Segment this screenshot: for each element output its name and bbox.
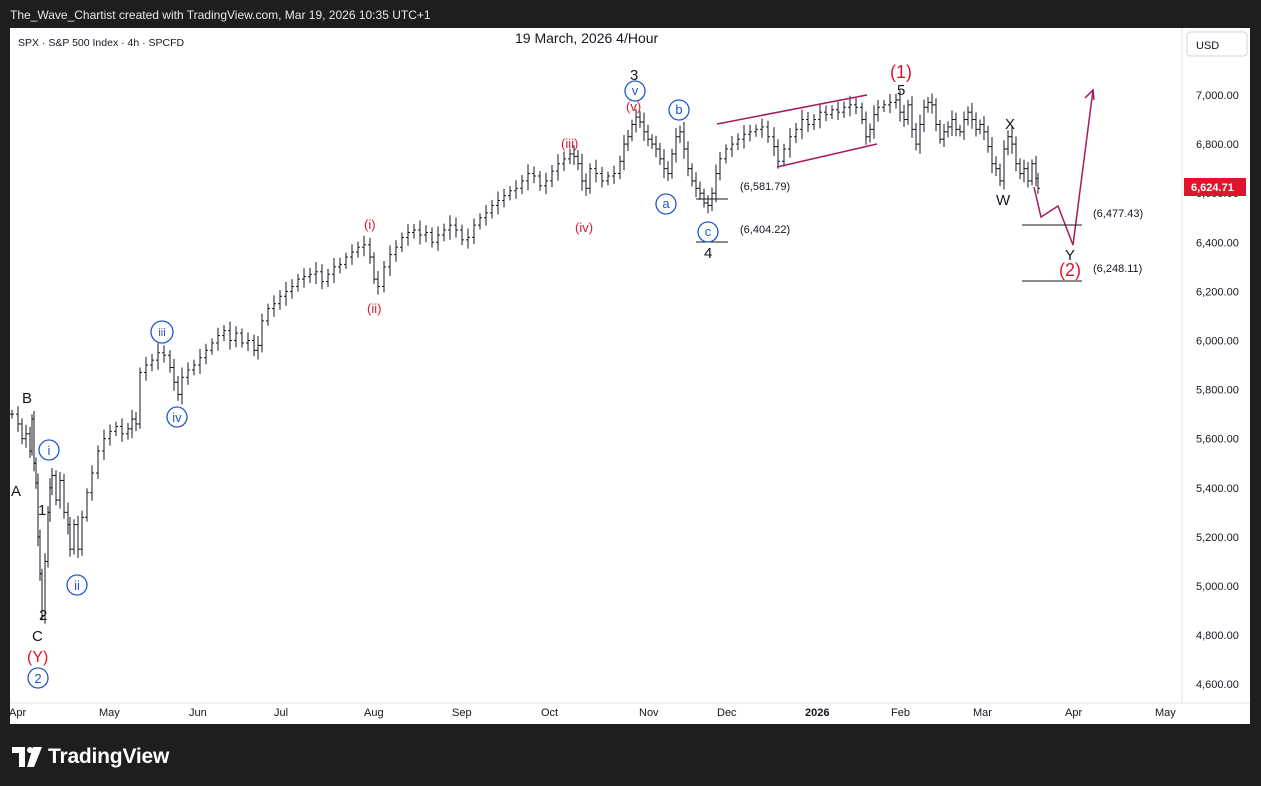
time-tick-label: May	[1155, 707, 1176, 719]
wave-label-Y: Y	[1065, 247, 1075, 264]
wave-label-2: 2	[39, 607, 47, 624]
price-tick-label: 6,400.00	[1196, 237, 1239, 249]
time-tick-label: Oct	[541, 707, 558, 719]
wave-label-c-circle: c	[705, 224, 712, 239]
price-tick-label: 5,800.00	[1196, 385, 1239, 397]
price-tick-label: 6,200.00	[1196, 286, 1239, 298]
time-tick-label: Feb	[891, 707, 910, 719]
projection-arrowhead	[1084, 88, 1095, 101]
price-tick-label: 7,000.00	[1196, 90, 1239, 102]
price-tick-label: 5,400.00	[1196, 483, 1239, 495]
attribution-text: The_Wave_Chartist created with TradingVi…	[10, 8, 431, 22]
wave-label-2-paren: (2)	[1059, 260, 1081, 280]
circle-a-ring	[655, 193, 677, 215]
price-tick-label: 6,000.00	[1196, 336, 1239, 348]
channel-lower-line	[776, 143, 878, 168]
wave-label-iii-paren: (iii)	[561, 136, 578, 151]
wave-label-3: 3	[630, 67, 638, 84]
wave-label-5: 5	[897, 82, 905, 99]
wave-label-1: 1	[38, 502, 46, 519]
currency-button[interactable]	[1186, 31, 1248, 57]
chart-attribution-bar: The_Wave_Chartist created with TradingVi…	[0, 0, 1261, 28]
wave-label-i-paren: (i)	[364, 217, 376, 232]
circle-v-ring	[624, 80, 646, 102]
price-tick-label: 5,000.00	[1196, 581, 1239, 593]
currency-label: USD	[1196, 40, 1219, 52]
circle-iv-ring	[166, 406, 188, 428]
wave-label-W: W	[996, 192, 1011, 209]
level-label-6404: (6,404.22)	[740, 224, 790, 236]
wave-label-iv-circle: iv	[172, 410, 182, 425]
circle-b-ring	[668, 99, 690, 121]
time-tick-label: May	[99, 707, 120, 719]
circle-2-ring	[27, 667, 49, 689]
wave-label-ii-paren: (ii)	[367, 301, 381, 316]
time-tick-label: Aug	[364, 707, 384, 719]
price-tick-labels: 7,000.006,800.006,600.006,400.006,200.00…	[1196, 90, 1239, 691]
level-label-6248: (6,248.11)	[1093, 263, 1142, 275]
time-tick-label: Nov	[639, 707, 659, 719]
circle-c-ring	[697, 221, 719, 243]
price-tick-label: 6,800.00	[1196, 139, 1239, 151]
time-tick-label: Dec	[717, 707, 737, 719]
projection-path	[1033, 89, 1094, 246]
time-tick-labels: Apr May Jun Jul Aug Sep Oct Nov Dec 2026 Feb Mar Apr…	[10, 707, 1176, 719]
symbol-info: SPX · S&P 500 Index · 4h · SPCFD	[18, 37, 185, 49]
time-tick-label: Sep	[452, 707, 472, 719]
wave-label-2-circle: 2	[34, 671, 41, 686]
tradingview-logo-icon	[12, 747, 42, 767]
wave-label-B: B	[22, 390, 32, 407]
chart-frame: USD SPX · S&P 500 Index · 4h · SPCFD 19 …	[10, 28, 1250, 724]
footer-bar	[0, 724, 1261, 786]
wave-label-iii-circle: iii	[158, 327, 165, 339]
price-tick-label: 5,200.00	[1196, 532, 1239, 544]
wave-label-b-circle: b	[675, 102, 682, 117]
wave-label-4: 4	[704, 245, 712, 262]
wave-label-A: A	[11, 483, 21, 500]
time-tick-label: Apr	[10, 707, 26, 719]
time-tick-label: Jul	[274, 707, 288, 719]
wave-label-iv-paren: (iv)	[575, 220, 593, 235]
wave-label-v-paren: (v)	[626, 99, 641, 114]
chart-title: 19 March, 2026 4/Hour	[515, 30, 659, 46]
wave-label-a-circle: a	[662, 196, 670, 211]
wave-label-v-circle: v	[632, 83, 639, 98]
wave-label-C: C	[32, 628, 43, 645]
wave-label-X: X	[1005, 116, 1015, 133]
wave-label-ii-circle: ii	[74, 578, 80, 593]
time-tick-label: Apr	[1065, 707, 1082, 719]
time-tick-label: Jun	[189, 707, 207, 719]
wave-label-Y-paren: (Y)	[27, 649, 48, 666]
level-label-6477: (6,477.43)	[1093, 208, 1143, 220]
last-price-label: 6,624.71	[1191, 182, 1234, 194]
last-price-badge	[1184, 178, 1246, 196]
price-bars	[10, 90, 1040, 624]
price-tick-label: 4,600.00	[1196, 679, 1239, 691]
price-tick-label: 5,600.00	[1196, 434, 1239, 446]
price-axis[interactable]	[1182, 28, 1250, 703]
price-tick-label: 4,800.00	[1196, 630, 1239, 642]
chart-canvas[interactable]: USD SPX · S&P 500 Index · 4h · SPCFD 19 …	[10, 28, 1250, 724]
channel-upper-line	[716, 94, 868, 125]
tradingview-logo[interactable]: TradingView	[12, 745, 169, 769]
level-label-6581: (6,581.79)	[740, 181, 790, 193]
brand-name: TradingView	[48, 745, 170, 768]
time-tick-label: 2026	[805, 707, 829, 719]
circle-ii-ring	[66, 574, 88, 596]
wave-label-1-paren: (1)	[890, 62, 912, 82]
circle-iii-ring	[150, 320, 174, 344]
circle-i-ring	[38, 439, 60, 461]
wave-label-i-circle: i	[48, 443, 51, 458]
time-tick-label: Mar	[973, 707, 992, 719]
